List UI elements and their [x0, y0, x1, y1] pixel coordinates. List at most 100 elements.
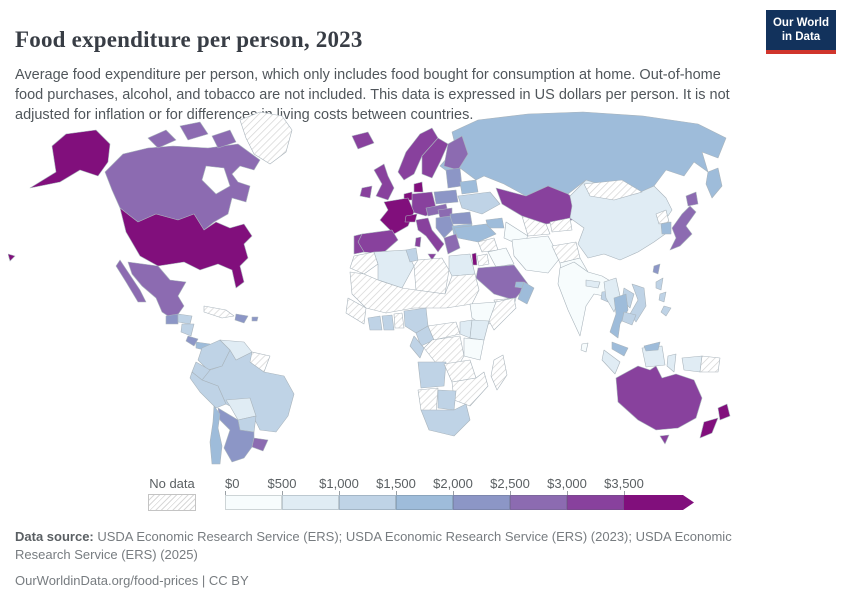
country-philippines-1[interactable]	[655, 277, 664, 291]
country-canada-arctic1[interactable]	[147, 129, 177, 149]
country-finland[interactable]	[443, 135, 469, 171]
legend-color-bin[interactable]	[282, 495, 339, 510]
country-indonesia-sulawesi[interactable]	[666, 353, 677, 373]
country-costa-rica[interactable]	[185, 335, 199, 347]
country-switzerland[interactable]	[404, 213, 418, 223]
country-honduras[interactable]	[177, 313, 193, 325]
country-ghana[interactable]	[381, 314, 395, 331]
country-canada-arctic2[interactable]	[179, 121, 209, 141]
country-balkans[interactable]	[435, 215, 455, 239]
country-gulf-states[interactable]	[514, 281, 525, 289]
country-poland[interactable]	[433, 189, 459, 205]
country-benelux[interactable]	[403, 191, 413, 201]
country-france[interactable]	[379, 197, 415, 235]
country-canada-arctic3[interactable]	[211, 129, 237, 149]
country-sicily[interactable]	[427, 253, 437, 261]
country-greece[interactable]	[443, 233, 461, 255]
country-cuba[interactable]	[203, 305, 235, 319]
country-australia-tasmania[interactable]	[659, 434, 670, 445]
country-thailand[interactable]	[609, 293, 629, 339]
legend-color-bin[interactable]	[567, 495, 624, 510]
country-kyrgyz-tajik[interactable]	[549, 217, 573, 233]
country-russia-kamchatka[interactable]	[705, 167, 723, 199]
country-iraq[interactable]	[487, 247, 515, 268]
country-madagascar[interactable]	[490, 354, 508, 391]
country-kenya[interactable]	[469, 319, 490, 341]
country-botswana[interactable]	[437, 389, 457, 411]
country-south-korea[interactable]	[660, 221, 672, 235]
country-new-zealand-north[interactable]	[717, 403, 731, 421]
country-malaysia-borneo[interactable]	[643, 341, 661, 352]
owid-url-link[interactable]: OurWorldinData.org/food-prices	[15, 572, 199, 588]
country-guatemala[interactable]	[165, 313, 179, 325]
country-malaysia[interactable]	[611, 341, 629, 357]
country-somalia[interactable]	[488, 297, 517, 331]
country-japan-hokkaido[interactable]	[685, 191, 699, 207]
country-spain[interactable]	[357, 229, 399, 255]
country-mexico-baja[interactable]	[115, 259, 147, 303]
country-uruguay[interactable]	[251, 437, 269, 452]
country-libya[interactable]	[413, 257, 450, 295]
country-romania[interactable]	[449, 211, 473, 225]
legend-color-bin[interactable]	[396, 495, 453, 510]
no-data-swatch[interactable]	[148, 494, 196, 511]
owid-logo[interactable]: Our World in Data	[766, 10, 836, 54]
country-nicaragua[interactable]	[180, 323, 195, 337]
country-tanzania[interactable]	[463, 337, 485, 361]
country-south-africa[interactable]	[420, 403, 471, 437]
legend-color-bin[interactable]	[624, 495, 694, 510]
country-belarus[interactable]	[459, 179, 479, 195]
country-argentina[interactable]	[217, 407, 255, 463]
country-sweden[interactable]	[421, 137, 449, 179]
legend-color-bin[interactable]	[510, 495, 567, 510]
country-sardinia[interactable]	[414, 236, 422, 248]
country-mexico[interactable]	[127, 261, 187, 321]
license-link[interactable]: CC BY	[208, 572, 249, 588]
country-portugal[interactable]	[353, 233, 365, 255]
country-greenland[interactable]	[239, 111, 293, 165]
country-north-korea[interactable]	[655, 209, 670, 225]
country-iran[interactable]	[511, 235, 561, 274]
country-morocco[interactable]	[349, 251, 379, 275]
country-new-zealand-south[interactable]	[699, 417, 719, 439]
country-mongolia[interactable]	[583, 179, 643, 201]
country-venezuela[interactable]	[219, 339, 253, 361]
country-namibia[interactable]	[417, 387, 439, 414]
country-sri-lanka[interactable]	[580, 342, 589, 353]
country-turkey[interactable]	[453, 223, 497, 243]
country-cambodia[interactable]	[621, 311, 637, 326]
country-iceland[interactable]	[351, 131, 375, 150]
legend-color-bin[interactable]	[453, 495, 510, 510]
country-israel[interactable]	[471, 252, 478, 266]
country-india[interactable]	[557, 261, 613, 337]
country-guyanas[interactable]	[249, 351, 271, 373]
country-chile[interactable]	[209, 405, 223, 465]
country-ukraine[interactable]	[457, 191, 501, 215]
country-congo-gabon[interactable]	[409, 335, 425, 359]
country-japan[interactable]	[669, 205, 697, 251]
country-taiwan[interactable]	[652, 263, 661, 275]
country-australia[interactable]	[615, 365, 703, 431]
country-uzbekistan[interactable]	[521, 215, 551, 237]
country-vietnam[interactable]	[629, 283, 647, 323]
country-ireland[interactable]	[359, 185, 373, 199]
country-angola[interactable]	[417, 361, 447, 389]
country-togo-benin[interactable]	[393, 312, 405, 329]
country-oman[interactable]	[517, 281, 535, 305]
country-indonesia-sumatra[interactable]	[601, 349, 621, 375]
country-indonesia-papua[interactable]	[681, 355, 703, 373]
country-peru[interactable]	[189, 371, 227, 409]
country-baltics[interactable]	[445, 167, 463, 189]
country-italy[interactable]	[415, 217, 445, 253]
legend-color-bin[interactable]	[225, 495, 282, 510]
country-denmark[interactable]	[413, 181, 424, 193]
country-philippines-2[interactable]	[658, 291, 667, 303]
legend-no-data[interactable]: No data	[147, 476, 197, 511]
country-usa-hawaii[interactable]	[8, 253, 16, 262]
country-nepal[interactable]	[585, 279, 601, 289]
country-cote-divoire[interactable]	[367, 315, 383, 331]
country-jordan[interactable]	[476, 253, 490, 267]
country-hispaniola[interactable]	[234, 313, 249, 324]
region-west-africa[interactable]	[345, 297, 367, 325]
legend-color-bin[interactable]	[339, 495, 396, 510]
